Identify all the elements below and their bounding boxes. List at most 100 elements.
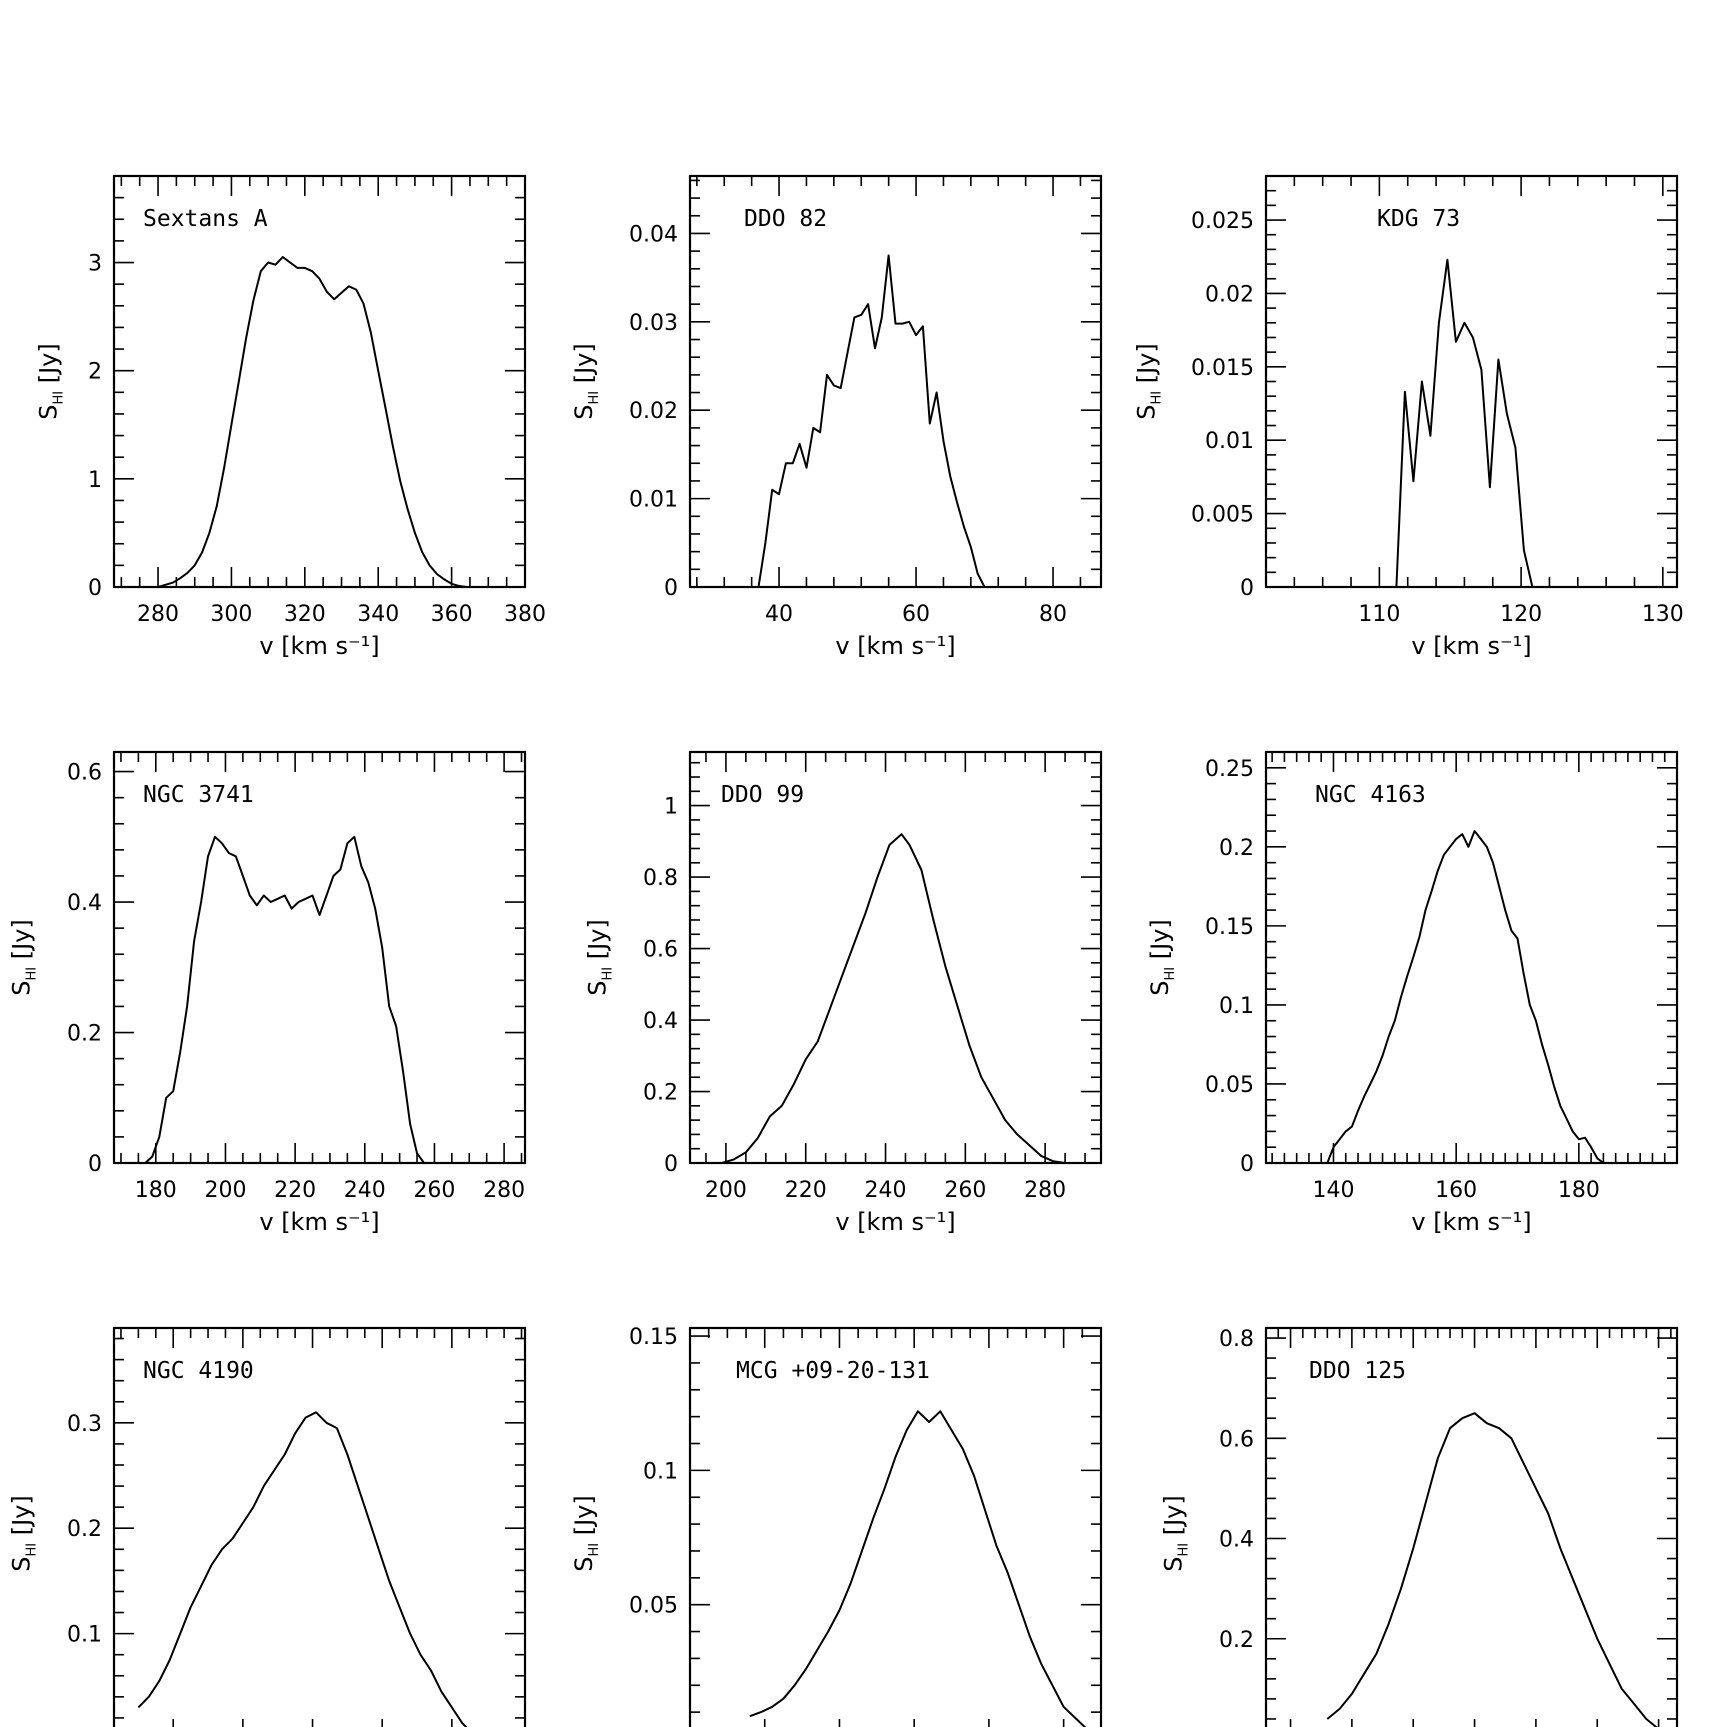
x-tick-label: 180 (135, 1178, 177, 1203)
y-axis-title-main: S (35, 405, 63, 420)
plot-frame (112, 174, 527, 589)
y-axis-title-sub: HI (25, 1543, 40, 1557)
plot-frame (688, 750, 1103, 1165)
series-line-ddo-125 (1326, 1412, 1658, 1727)
x-tick-label: 160 (1435, 1178, 1477, 1203)
y-tick-label: 0.2 (1219, 1628, 1254, 1653)
x-axis-title: v [km s⁻¹] (835, 632, 955, 660)
plot-frame (112, 750, 527, 1165)
series-line-ngc-4163 (1326, 830, 1605, 1163)
panel-5: 200 220 240 260 280 0 0.2 0.4 0.6 0.8 1 DDO 99 v [km… (584, 750, 1103, 1236)
x-tick-label: 280 (1024, 1178, 1066, 1203)
plot-frame (1264, 1326, 1679, 1727)
x-tick-label: 200 (705, 1178, 747, 1203)
x-axis-title: v [km s⁻¹] (835, 1208, 955, 1236)
x-tick-label: 360 (431, 602, 473, 627)
y-tick-label: 0.3 (67, 1412, 102, 1437)
y-tick-label: 1 (88, 468, 102, 493)
panel-7: 0.1 0.2 0.3 NGC 4190 SHI [Jy] (8, 1326, 527, 1727)
series-line-mcg-09-20-131 (749, 1410, 1087, 1727)
y-axis-title-main: S (8, 981, 36, 996)
y-axis-title-sub: HI (1177, 1543, 1192, 1557)
y-axis-title-main: S (8, 1557, 36, 1572)
panel-title: NGC 4190 (143, 1358, 254, 1384)
y-tick-label: 0.1 (67, 1623, 102, 1648)
y-axis-title-unit: [Jy] (1146, 919, 1174, 967)
y-tick-label: 0 (1240, 576, 1254, 601)
y-axis-title-main: S (570, 405, 598, 420)
x-tick-label: 240 (344, 1178, 386, 1203)
plot-frame (688, 1326, 1103, 1727)
y-axis-title: SHI [Jy] (8, 1495, 40, 1571)
series-line-sextans-a (157, 256, 481, 587)
y-axis-title-main: S (1146, 981, 1174, 996)
plot-frame (1264, 174, 1679, 589)
y-tick-label: 0.4 (67, 891, 102, 916)
y-tick-label: 0.03 (629, 311, 678, 336)
y-tick-label: 0.04 (629, 222, 678, 247)
panel-title: KDG 73 (1377, 206, 1460, 232)
panel-title: NGC 4163 (1315, 782, 1426, 808)
panel-4: 180 200 220 240 260 280 0 0.2 0.4 0.6 NGC 3741 v [k… (8, 750, 527, 1236)
y-tick-label: 0 (88, 576, 102, 601)
y-axis-title-main: S (570, 1557, 598, 1572)
plot-frame (112, 1326, 527, 1727)
y-tick-label: 0.025 (1191, 209, 1254, 234)
panel-1: 280 300 320 340 360 380 0 1 2 3 Sextans A v [km s⁻¹… (35, 174, 546, 660)
y-tick-label: 0.6 (643, 938, 678, 963)
y-tick-label: 0.05 (1205, 1073, 1254, 1098)
x-tick-label: 280 (483, 1178, 525, 1203)
y-tick-label: 0.2 (643, 1081, 678, 1106)
x-axis-title: v [km s⁻¹] (1411, 632, 1531, 660)
x-axis-title: v [km s⁻¹] (259, 1208, 379, 1236)
panel-6: 140 160 180 0 0.05 0.1 0.15 0.2 0.25 NGC 4163 v [k… (1146, 750, 1679, 1236)
y-tick-label: 0.015 (1191, 356, 1254, 381)
y-tick-label: 0 (88, 1152, 102, 1177)
panel-title: DDO 82 (744, 206, 827, 232)
y-tick-label: 3 (88, 252, 102, 277)
x-tick-label: 300 (210, 602, 252, 627)
y-axis-title-sub: HI (587, 391, 602, 405)
y-tick-label: 0.25 (1205, 757, 1254, 782)
y-axis-title-unit: [Jy] (8, 919, 36, 967)
y-axis-title-sub: HI (1150, 391, 1165, 405)
x-tick-label: 120 (1500, 602, 1542, 627)
y-axis-title-unit: [Jy] (570, 1495, 598, 1543)
y-tick-label: 0.1 (643, 1459, 678, 1484)
panel-3: 110 120 130 0 0.005 0.01 0.015 0.02 0.025 KDG 73 v… (1133, 174, 1684, 660)
series-line-kdg-73 (1395, 258, 1541, 587)
y-tick-label: 0.15 (1205, 915, 1254, 940)
y-tick-label: 0 (1240, 1152, 1254, 1177)
y-tick-label: 0.02 (629, 399, 678, 424)
y-tick-label: 0.01 (629, 488, 678, 513)
panel-title: DDO 125 (1309, 1358, 1406, 1384)
y-axis-title-sub: HI (601, 967, 616, 981)
y-tick-label: 0.6 (1219, 1427, 1254, 1452)
x-tick-label: 240 (865, 1178, 907, 1203)
y-tick-label: 2 (88, 360, 102, 385)
x-tick-label: 340 (357, 602, 399, 627)
y-axis-title: SHI [Jy] (1146, 919, 1178, 995)
y-axis-title-sub: HI (587, 1543, 602, 1557)
y-axis-title: SHI [Jy] (8, 919, 40, 995)
y-tick-label: 0.15 (629, 1325, 678, 1350)
y-tick-label: 0.02 (1205, 282, 1254, 307)
x-tick-label: 60 (902, 602, 930, 627)
y-axis-title: SHI [Jy] (1133, 343, 1165, 419)
y-tick-label: 0 (664, 576, 678, 601)
panel-8: 0.05 0.1 0.15 MCG +09-20-131 SHI [Jy] (570, 1325, 1103, 1727)
x-tick-label: 380 (504, 602, 546, 627)
series-line-ngc-3741 (144, 835, 501, 1163)
x-tick-label: 320 (284, 602, 326, 627)
y-tick-label: 0.8 (643, 866, 678, 891)
x-tick-label: 140 (1312, 1178, 1354, 1203)
y-tick-label: 1 (664, 795, 678, 820)
x-tick-label: 280 (137, 602, 179, 627)
panel-2: 40 60 80 0 0.01 0.02 0.03 0.04 DDO 82 v [km s⁻¹] S… (570, 174, 1103, 660)
y-axis-title: SHI [Jy] (584, 919, 616, 995)
y-axis-title-sub: HI (1163, 967, 1178, 981)
x-tick-label: 200 (204, 1178, 246, 1203)
x-tick-label: 130 (1642, 602, 1684, 627)
panel-title: DDO 99 (721, 782, 804, 808)
